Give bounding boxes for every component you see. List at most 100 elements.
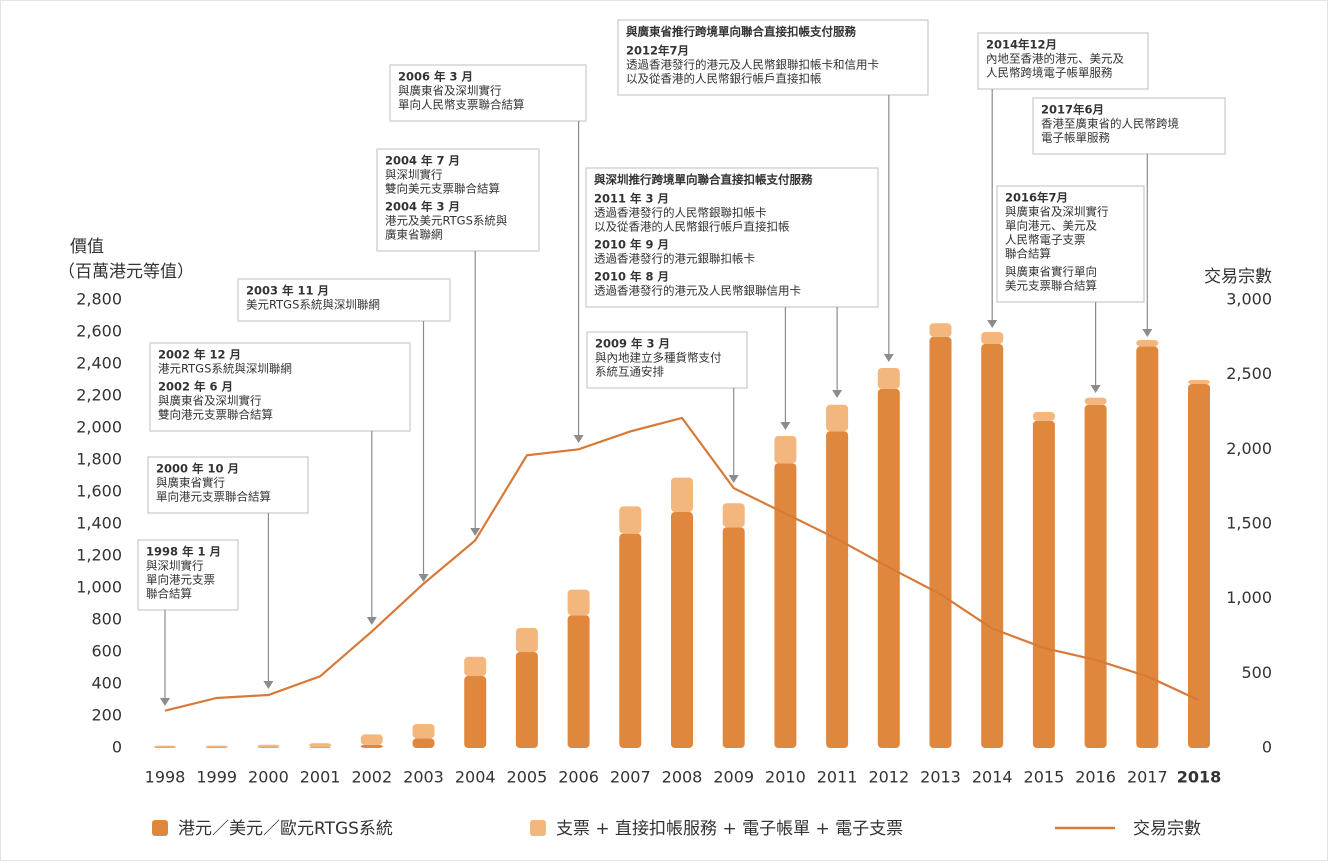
x-tick-label: 2018 [1177, 768, 1222, 787]
bar-segment [257, 744, 280, 748]
annotation-text: 單向人民幣支票聯合結算 [398, 98, 525, 112]
y-tick-label: 2,000 [76, 418, 122, 437]
annotation-text: 雙向港元支票聯合結算 [158, 408, 273, 422]
bar-segment [412, 738, 435, 748]
bar-segment [1188, 384, 1210, 748]
arrow-head [780, 422, 791, 430]
annotation-text: 廣東省聯網 [385, 228, 443, 242]
x-tick-label: 2002 [351, 768, 392, 787]
bar-segment [671, 477, 693, 512]
annotation-date: 2002 年 6 月 [158, 380, 233, 394]
y-tick-label: 2,200 [76, 386, 122, 405]
annotation-date: 2004 年 7 月 [385, 154, 460, 168]
x-tick-label: 2014 [972, 768, 1013, 787]
x-tick-label: 2011 [817, 768, 858, 787]
x-tick-label: 2007 [610, 768, 651, 787]
annotation-text: 透過香港發行的人民幣銀聯扣帳卡 [594, 206, 767, 220]
annotation-box [996, 185, 1145, 303]
x-tick-label: 2016 [1075, 768, 1116, 787]
x-tick-label: 2003 [403, 768, 444, 787]
annotation-text: 與廣東省及深圳實行 [158, 394, 262, 408]
y2-tick-label: 1,500 [1226, 514, 1272, 533]
annotation-date: 2017年6月 [1041, 103, 1104, 117]
bar-segment [309, 747, 332, 748]
bar-segment [619, 506, 642, 534]
arrow-head [470, 528, 481, 536]
arrow-head [573, 435, 584, 443]
annotation-date: 2012年7月 [626, 44, 689, 58]
x-tick-label: 2004 [455, 768, 496, 787]
bar-segment [826, 431, 849, 748]
annotation-text: 與廣東省實行單向 [1005, 265, 1097, 279]
bar-segment [1032, 420, 1055, 748]
bar-segment [464, 656, 487, 676]
bar-segment [671, 512, 693, 748]
x-tick-label: 2015 [1024, 768, 1065, 787]
bar-segment [774, 436, 797, 464]
annotation-title: 與廣東省推行跨境單向聯合直接扣帳支付服務 [626, 25, 856, 39]
legend-label: 港元／美元／歐元RTGS系統 [178, 819, 393, 839]
annotation-text: 與內地建立多種貨幣支付 [595, 351, 722, 365]
annotation-text: 雙向美元支票聯合結算 [385, 182, 500, 196]
x-tick-label: 2008 [662, 768, 703, 787]
annotation-box [237, 278, 451, 322]
y-tick-label: 2,600 [76, 322, 122, 341]
annotation: 與深圳推行跨境單向聯合直接扣帳支付服務 2011 年 3 月透過香港發行的人民幣銀… [585, 167, 879, 430]
annotation-date: 2014年12月 [986, 38, 1057, 52]
bar-segment [154, 747, 176, 748]
annotation-box [389, 64, 587, 122]
y2-tick-label: 2,500 [1226, 364, 1272, 383]
annotation-box [1032, 97, 1226, 155]
annotation-date: 2002 年 12 月 [158, 348, 241, 362]
annotation-text: 美元支票聯合結算 [1005, 279, 1097, 293]
annotation-box [586, 331, 748, 389]
annotation-box [977, 32, 1149, 90]
bar-segment [1188, 380, 1210, 384]
annotation-box [147, 456, 309, 514]
y2-tick-label: 1,000 [1226, 588, 1272, 607]
y-tick-label: 600 [91, 642, 122, 661]
arrow-head [832, 390, 843, 398]
annotation-text: 透過香港發行的港元及人民幣銀聯扣帳卡和信用卡 [626, 58, 879, 72]
arrow-head [160, 698, 170, 706]
legend-label: 支票 + 直接扣帳服務 + 電子帳單 + 電子支票 [556, 819, 903, 839]
bar-segment [826, 404, 849, 432]
annotation-text: 內地至香港的港元、美元及 [986, 52, 1124, 66]
x-tick-label: 2001 [300, 768, 341, 787]
bar-segment [360, 734, 383, 745]
x-tick-label: 2006 [558, 768, 599, 787]
bar-segment [1084, 397, 1107, 405]
annotation-date: 2009 年 3 月 [595, 337, 670, 351]
bar-segment [515, 652, 538, 748]
annotation-text: 與廣東省及深圳實行 [398, 84, 502, 98]
bar-segment [619, 533, 642, 748]
bar-segment [877, 368, 900, 389]
y2-tick-label: 2,000 [1226, 439, 1272, 458]
bar-segment [257, 747, 280, 748]
annotation-text: 人民幣跨境電子帳單服務 [986, 66, 1113, 80]
annotation-text: 美元RTGS系統與深圳聯網 [246, 298, 380, 312]
bar-segment [1136, 346, 1159, 748]
annotation-text: 聯合結算 [146, 587, 192, 601]
bar-segment [154, 745, 176, 748]
bar-segment [360, 744, 383, 748]
x-tick-label: 2010 [765, 768, 806, 787]
x-tick-label: 2013 [920, 768, 961, 787]
bar-segment [981, 344, 1004, 748]
annotation-box [585, 167, 879, 308]
legend-swatch [530, 820, 546, 836]
annotation-date: 2000 年 10 月 [156, 462, 239, 476]
annotation-date: 2004 年 3 月 [385, 200, 460, 214]
y-tick-label: 1,000 [76, 578, 122, 597]
annotation-text: 香港至廣東省的人民幣跨境 [1041, 117, 1179, 131]
annotation-box [376, 148, 540, 252]
bar-segment [774, 463, 797, 748]
arrow-head [883, 354, 894, 362]
y-axis-label: （百萬港元等值） [58, 262, 194, 282]
annotation-box [149, 342, 411, 432]
